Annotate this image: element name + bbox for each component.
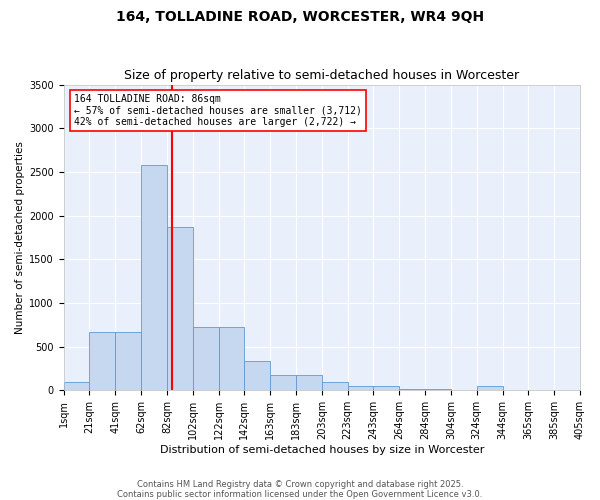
Text: 164, TOLLADINE ROAD, WORCESTER, WR4 9QH: 164, TOLLADINE ROAD, WORCESTER, WR4 9QH [116,10,484,24]
Y-axis label: Number of semi-detached properties: Number of semi-detached properties [15,141,25,334]
Bar [218,328,244,390]
Bar [64,382,89,390]
Bar [244,360,270,390]
Bar [193,328,218,390]
Bar [141,165,167,390]
Bar [296,376,322,390]
Bar [270,376,296,390]
Text: 164 TOLLADINE ROAD: 86sqm
← 57% of semi-detached houses are smaller (3,712)
42% : 164 TOLLADINE ROAD: 86sqm ← 57% of semi-… [74,94,362,127]
Bar [373,386,399,390]
Text: Contains HM Land Registry data © Crown copyright and database right 2025.
Contai: Contains HM Land Registry data © Crown c… [118,480,482,499]
Bar [477,386,503,390]
Bar [322,382,347,390]
Bar [347,386,373,390]
Bar [89,332,115,390]
Bar [167,227,193,390]
Bar [115,332,141,390]
Title: Size of property relative to semi-detached houses in Worcester: Size of property relative to semi-detach… [124,69,520,82]
X-axis label: Distribution of semi-detached houses by size in Worcester: Distribution of semi-detached houses by … [160,445,484,455]
